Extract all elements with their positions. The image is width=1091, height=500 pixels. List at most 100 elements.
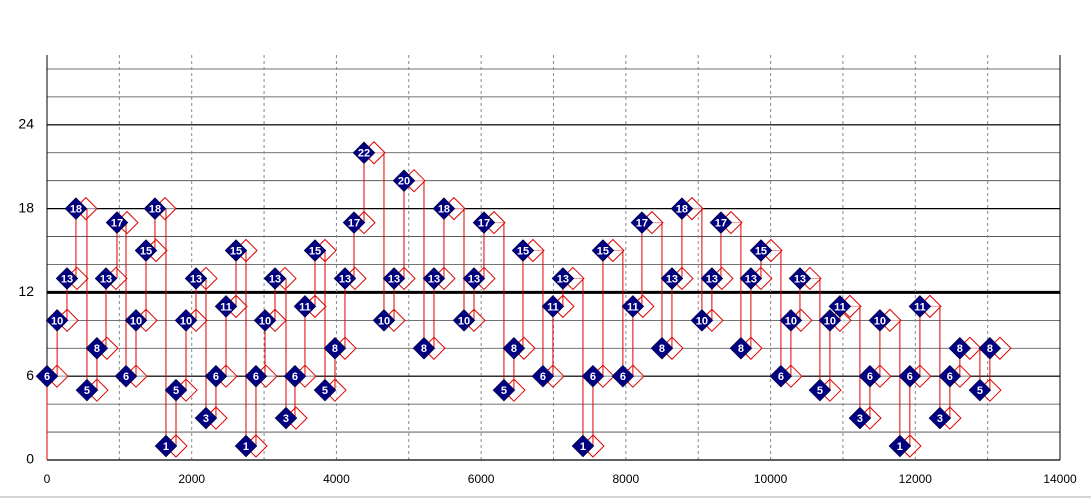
marker <box>531 364 555 388</box>
marker <box>779 308 803 332</box>
marker <box>888 434 912 458</box>
marker <box>342 211 366 234</box>
marker <box>134 239 158 262</box>
data-label: 8 <box>332 343 338 355</box>
marker <box>472 211 496 234</box>
marker <box>174 308 198 332</box>
marker <box>670 197 694 220</box>
data-label: 18 <box>676 204 688 216</box>
marker <box>452 308 476 332</box>
data-label: 15 <box>597 245 609 257</box>
marker <box>323 336 347 360</box>
data-label: 10 <box>180 315 192 327</box>
data-label: 8 <box>987 343 993 355</box>
data-label: 10 <box>874 315 886 327</box>
data-label: 8 <box>659 343 665 355</box>
data-label: 17 <box>111 217 123 229</box>
data-label: 11 <box>914 301 926 313</box>
x-tick-label: 2000 <box>178 472 205 486</box>
data-label: 5 <box>977 385 983 397</box>
data-label: 3 <box>857 413 863 425</box>
data-label: 10 <box>51 315 63 327</box>
data-label: 18 <box>149 204 161 216</box>
marker <box>164 378 188 402</box>
data-label: 17 <box>636 217 648 229</box>
y-tick-label: 24 <box>18 116 34 132</box>
data-label: 15 <box>755 245 767 257</box>
marker <box>511 239 535 262</box>
marker <box>114 364 138 388</box>
data-label: 15 <box>140 245 152 257</box>
x-tick-label: 12000 <box>899 472 933 486</box>
data-label: 11 <box>299 301 311 313</box>
data-label: 13 <box>745 273 757 285</box>
data-label: 3 <box>283 413 289 425</box>
marker <box>898 364 922 388</box>
marker <box>105 211 129 234</box>
data-label: 3 <box>937 413 943 425</box>
marker <box>502 336 526 360</box>
data-label: 6 <box>213 371 219 383</box>
marker <box>788 267 812 290</box>
marker <box>749 239 773 262</box>
marker <box>908 295 932 318</box>
data-label: 10 <box>378 315 390 327</box>
marker <box>571 434 595 458</box>
data-label: 1 <box>243 441 249 453</box>
marker <box>333 267 357 290</box>
data-label: 10 <box>824 315 836 327</box>
data-label: 10 <box>458 315 470 327</box>
data-label: 13 <box>666 273 678 285</box>
data-label: 13 <box>190 273 202 285</box>
data-label: 13 <box>706 273 718 285</box>
data-label: 15 <box>517 245 529 257</box>
data-label: 10 <box>696 315 708 327</box>
y-tick-label: 6 <box>26 367 34 383</box>
data-label: 5 <box>322 385 328 397</box>
data-label: 13 <box>339 273 351 285</box>
data-label: 8 <box>421 343 427 355</box>
data-label: 13 <box>557 273 569 285</box>
marker <box>848 406 872 430</box>
marker <box>650 336 674 360</box>
data-label: 18 <box>438 204 450 216</box>
data-label: 6 <box>44 371 50 383</box>
marker <box>234 434 258 458</box>
data-label: 5 <box>817 385 823 397</box>
marker <box>352 141 376 165</box>
marker <box>591 239 615 262</box>
data-label: 5 <box>501 385 507 397</box>
data-label: 8 <box>94 343 100 355</box>
marker <box>143 197 167 220</box>
data-label: 6 <box>590 371 596 383</box>
marker <box>303 239 327 262</box>
marker <box>293 295 317 318</box>
data-label: 10 <box>259 315 271 327</box>
data-label: 17 <box>478 217 490 229</box>
x-tick-label: 14000 <box>1043 472 1077 486</box>
marker <box>551 267 575 290</box>
data-label: 11 <box>627 301 639 313</box>
marker <box>700 267 724 290</box>
marker <box>432 197 456 220</box>
marker <box>55 267 79 290</box>
x-tick-label: 6000 <box>468 472 495 486</box>
marker <box>204 364 228 388</box>
x-tick-label: 8000 <box>613 472 640 486</box>
y-tick-label: 18 <box>18 199 34 215</box>
data-label: 6 <box>867 371 873 383</box>
data-label: 6 <box>947 371 953 383</box>
marker <box>94 267 118 290</box>
x-tick-label: 10000 <box>754 472 788 486</box>
marker <box>968 378 992 402</box>
marker <box>224 239 248 262</box>
marker <box>938 364 962 388</box>
data-label: 8 <box>511 343 517 355</box>
data-label: 10 <box>785 315 797 327</box>
marker <box>492 378 516 402</box>
y-tick-label: 0 <box>26 451 34 467</box>
marker <box>739 267 763 290</box>
data-label: 15 <box>230 245 242 257</box>
marker <box>621 295 645 318</box>
marker <box>611 364 635 388</box>
